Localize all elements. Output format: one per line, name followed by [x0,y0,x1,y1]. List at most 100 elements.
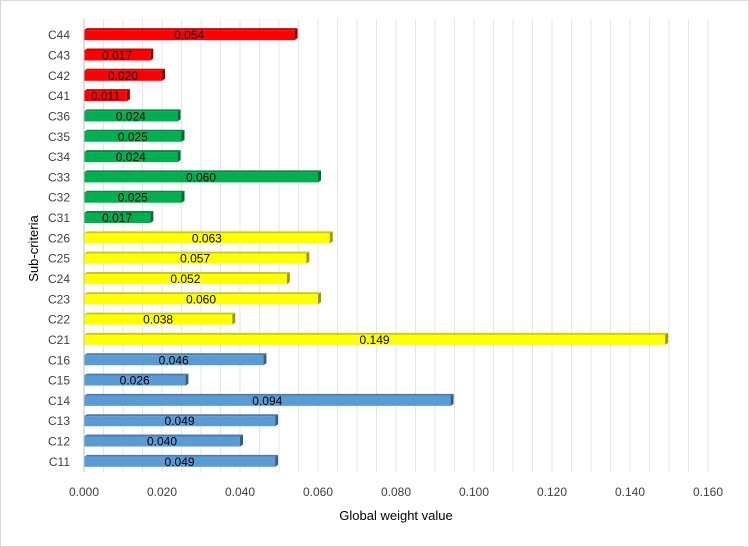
y-tick-label: C26 [48,231,70,245]
y-tick-label: C24 [48,272,70,286]
bar-top [84,332,669,335]
bar-side [240,434,243,447]
bar-c35 [84,129,185,142]
bar-side [185,373,189,386]
bar-top [84,353,267,356]
x-tick-label: 0.040 [225,485,255,499]
bar-c25 [84,251,310,264]
bar-side [318,170,321,183]
bar-side [181,129,185,142]
bar-c14 [84,393,454,406]
bar-front [84,436,240,447]
bar-c16 [84,353,267,366]
bar-front [84,50,151,61]
bar-c21 [84,332,669,345]
bar-c31 [84,211,154,224]
data-label: 0.011 [91,89,120,103]
bar-front [84,131,182,142]
bar-front [84,395,451,406]
bar-top [84,271,290,274]
data-label: 0.054 [174,28,204,42]
bar-top [84,109,181,112]
y-tick-label: C42 [48,69,70,83]
y-tick-label: C43 [48,48,70,62]
bar-side [177,109,181,122]
bar-side [150,48,154,61]
bar-top [84,312,236,315]
y-tick-label: C25 [48,252,70,266]
bar-side [150,211,154,224]
bar-c24 [84,271,290,284]
bar-side [275,454,279,467]
data-label: 0.052 [170,272,200,286]
bar-front [84,172,318,183]
data-label: 0.049 [165,455,195,469]
bar-top [84,231,333,234]
x-tick-label: 0.080 [381,485,411,499]
bar-front [84,91,127,102]
bar-top [84,89,130,92]
bar-top [84,28,298,31]
x-tick-label: 0.120 [537,485,567,499]
bar-top [84,251,310,254]
data-label: 0.060 [186,292,216,306]
y-tick-label: C14 [48,394,70,408]
bar-c12 [84,434,243,447]
bar-side [306,251,310,264]
data-label: 0.094 [252,394,282,408]
y-tick-label: C11 [49,455,70,469]
bar-top [84,129,185,132]
bar-top [84,373,189,376]
bar-side [232,312,236,325]
x-axis-tick-labels: 0.000 0.020 0.040 0.060 0.080 0.100 0.120 0.140… [69,485,723,499]
y-tick-label: C16 [48,353,70,367]
bar-top [84,393,454,396]
bar-c13 [84,414,279,427]
y-tick-label: C13 [48,414,70,428]
bar-front [84,314,233,325]
y-tick-label: C33 [48,170,70,184]
bar-front [84,456,276,467]
bar-c43 [84,48,154,61]
bar-top [84,414,279,417]
y-tick-label: C35 [48,130,70,144]
bar-side [177,150,181,163]
x-tick-label: 0.160 [693,485,723,499]
bar-c26 [84,231,333,244]
data-label: 0.046 [159,353,189,367]
bar-front [84,355,264,366]
bar-top [84,434,243,437]
x-tick-label: 0.100 [459,485,489,499]
bar-side [181,190,185,203]
y-axis-title: Sub-criteria [26,214,41,281]
bar-front [84,111,178,122]
y-tick-label: C21 [48,333,70,347]
bar-c23 [84,292,321,305]
y-tick-label: C44 [48,28,70,42]
data-label: 0.026 [120,374,150,388]
bar-top [84,292,321,295]
y-tick-label: C41 [48,89,70,103]
data-label: 0.020 [108,69,138,83]
y-tick-label: C34 [48,150,70,164]
y-tick-label: C12 [48,435,70,449]
y-tick-label: C31 [48,211,70,225]
bar-front [84,70,162,81]
bar-c11 [84,454,279,467]
bar-side [329,231,333,244]
bar-top [84,68,165,71]
data-label: 0.024 [116,109,146,123]
bar-side [450,393,454,406]
data-label: 0.057 [180,252,210,266]
bar-side [126,89,130,102]
data-label: 0.038 [143,313,173,327]
bar-side [286,271,290,284]
data-label: 0.063 [192,231,222,245]
bar-front [84,334,666,345]
bar-side [162,68,165,81]
bar-c42 [84,68,165,81]
bar-c33 [84,170,321,183]
bar-front [84,152,178,163]
bar-c44 [84,28,298,41]
